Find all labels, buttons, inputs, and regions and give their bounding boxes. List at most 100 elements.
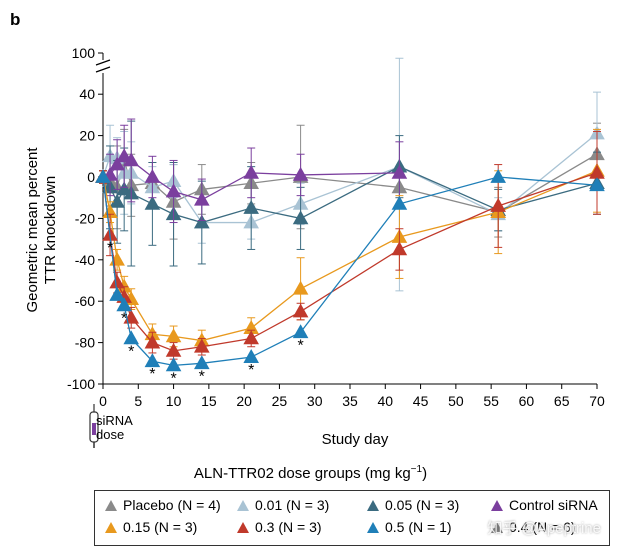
series-line <box>102 133 598 224</box>
significance-marker: * <box>107 240 113 257</box>
legend-label: Placebo (N = 4) <box>123 497 221 513</box>
legend-marker-icon <box>491 500 503 511</box>
series-3 <box>95 118 408 224</box>
data-point <box>165 183 182 198</box>
legend-label: 0.4 (N = 6) <box>509 519 576 535</box>
legend-label: Control siRNA <box>509 497 598 513</box>
series-5 <box>95 130 605 360</box>
data-point <box>292 210 309 225</box>
data-point <box>391 195 408 210</box>
syringe-fluid <box>92 423 96 435</box>
legend-label: 0.3 (N = 3) <box>255 519 322 535</box>
data-point <box>109 193 125 208</box>
x-tick-label: 40 <box>377 393 393 409</box>
y-tick-label: 20 <box>79 128 95 144</box>
legend-item: 0.05 (N = 3) <box>367 497 459 513</box>
significance-marker: * <box>149 366 155 383</box>
x-tick-label: 0 <box>99 393 107 409</box>
legend-item: Placebo (N = 4) <box>105 497 221 513</box>
legend-item: 0.4 (N = 6) <box>491 519 576 535</box>
x-tick-label: 60 <box>519 393 535 409</box>
y-tick-label: -60 <box>75 293 95 309</box>
data-point <box>243 330 259 345</box>
y-axis-title: Geometric mean percentTTR knockdown <box>24 147 59 313</box>
x-tick-label: 5 <box>134 393 142 409</box>
data-point <box>589 164 605 179</box>
legend-item: 0.15 (N = 3) <box>105 519 197 535</box>
data-point <box>292 324 309 339</box>
data-point <box>194 338 210 353</box>
data-point <box>109 286 125 301</box>
data-point <box>490 197 506 212</box>
data-point <box>144 353 161 368</box>
panel-label: b <box>10 10 21 29</box>
y-tick-label: -20 <box>75 210 95 226</box>
x-tick-label: 55 <box>483 393 499 409</box>
data-point <box>144 334 161 349</box>
series-1 <box>95 57 605 292</box>
data-point <box>165 328 182 343</box>
data-point <box>243 164 259 179</box>
legend-marker-icon <box>105 522 117 533</box>
legend: Placebo (N = 4) 0.01 (N = 3) 0.05 (N = 3) C… <box>94 490 610 546</box>
siRNA-dose-label: siRNA dose <box>96 413 133 442</box>
legend-label: 0.01 (N = 3) <box>255 497 330 513</box>
watermark: 知乎 @Apeptrine <box>487 520 601 537</box>
x-tick-label: 25 <box>272 393 288 409</box>
legend-marker-icon <box>237 522 249 533</box>
data-point <box>165 357 182 372</box>
x-tick-label: 35 <box>342 393 358 409</box>
series-6 <box>95 168 605 372</box>
x-axis-title: Study day <box>322 431 389 448</box>
legend-item: 0.5 (N = 1) <box>367 519 452 535</box>
y-tick-label: -100 <box>67 376 95 392</box>
x-tick-label: 20 <box>236 393 252 409</box>
x-tick-label: 45 <box>413 393 429 409</box>
data-point <box>391 241 408 256</box>
significance-marker: * <box>297 337 303 354</box>
series-line <box>102 172 598 352</box>
data-point <box>123 152 140 167</box>
data-point <box>194 355 210 370</box>
marks-layer: **** * * ** <box>107 240 304 387</box>
y-tick-label: -40 <box>75 252 95 268</box>
data-point <box>292 303 309 318</box>
legend-marker-icon <box>367 522 379 533</box>
legend-item: Control siRNA <box>491 497 598 513</box>
data-point <box>194 191 210 206</box>
data-point <box>243 199 259 214</box>
legend-item: 0.3 (N = 3) <box>237 519 322 535</box>
legend-marker-icon <box>367 500 379 511</box>
y-tick-label: 40 <box>79 86 95 102</box>
legend-label: 0.05 (N = 3) <box>385 497 460 513</box>
y-tick-label: -80 <box>75 335 95 351</box>
data-point <box>391 164 408 179</box>
y-axis-break <box>95 59 111 73</box>
data-point <box>165 342 182 357</box>
significance-marker: * <box>128 343 134 360</box>
data-point <box>109 274 125 289</box>
x-tick-label: 65 <box>554 393 570 409</box>
data-point <box>292 166 309 181</box>
significance-marker: * <box>248 362 254 379</box>
data-point <box>490 168 506 183</box>
data-point <box>144 195 161 210</box>
data-point <box>194 214 210 229</box>
data-point <box>123 330 140 345</box>
legend-marker-icon <box>105 500 117 511</box>
legend-title: ALN-TTR02 dose groups (mg kg−1) <box>193 464 428 482</box>
x-tick-label: 70 <box>589 393 605 409</box>
significance-marker: * <box>199 368 205 385</box>
y-tick-label: 100 <box>72 45 96 61</box>
legend-item: 0.01 (N = 3) <box>237 497 329 513</box>
y-tick-label: 0 <box>87 169 95 185</box>
x-tick-label: 30 <box>307 393 323 409</box>
data-point <box>243 349 259 363</box>
data-point <box>95 168 111 183</box>
x-tick-label: 50 <box>448 393 464 409</box>
x-tick-label: 10 <box>166 393 182 409</box>
data-point <box>144 168 161 183</box>
legend-marker-icon <box>237 500 249 511</box>
syringe-icon <box>89 404 99 448</box>
